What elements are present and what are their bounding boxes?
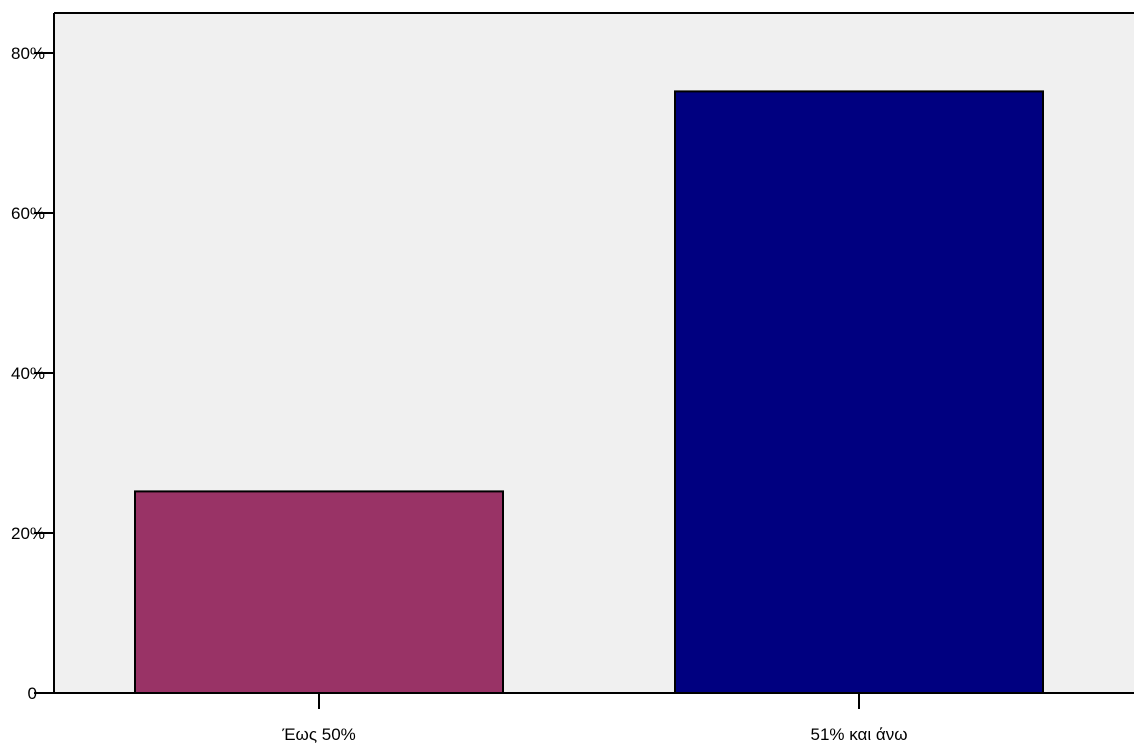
y-axis-ticks: 0 20% 40% 60% 80% — [11, 44, 54, 703]
x-axis-ticks: Έως 50% 51% και άνω — [281, 693, 907, 744]
y-tick-label: 80% — [11, 44, 45, 63]
y-tick-label: 40% — [11, 364, 45, 383]
x-tick-label: 51% και άνω — [811, 725, 908, 744]
x-tick-label: Έως 50% — [281, 725, 356, 744]
bar — [674, 90, 1044, 694]
y-tick-label: 0 — [28, 684, 37, 703]
y-tick-label: 20% — [11, 524, 45, 543]
bar — [134, 490, 504, 694]
bars-group — [134, 90, 1044, 694]
y-tick-label: 60% — [11, 204, 45, 223]
